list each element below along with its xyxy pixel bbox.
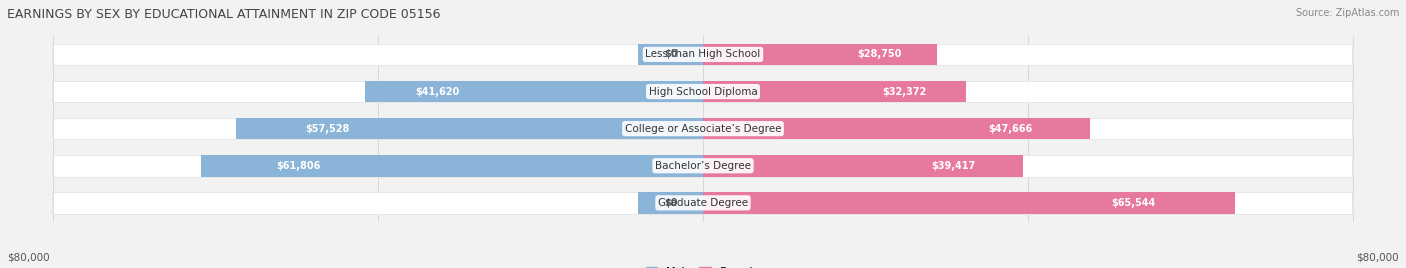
Text: $80,000: $80,000 bbox=[7, 253, 49, 263]
Text: $0: $0 bbox=[664, 49, 678, 59]
Text: $65,544: $65,544 bbox=[1111, 198, 1156, 208]
Text: $32,372: $32,372 bbox=[883, 87, 927, 96]
Bar bbox=[366, 81, 703, 102]
Text: $41,620: $41,620 bbox=[416, 87, 460, 96]
Bar bbox=[53, 44, 1353, 65]
Text: College or Associate’s Degree: College or Associate’s Degree bbox=[624, 124, 782, 134]
Text: $0: $0 bbox=[664, 198, 678, 208]
Bar bbox=[703, 192, 1236, 214]
Bar bbox=[703, 118, 1090, 139]
Text: $28,750: $28,750 bbox=[858, 49, 901, 59]
Text: $39,417: $39,417 bbox=[931, 161, 976, 171]
Text: $57,528: $57,528 bbox=[305, 124, 350, 134]
Bar bbox=[53, 118, 1353, 139]
Bar bbox=[638, 44, 703, 65]
Bar bbox=[703, 44, 936, 65]
Bar bbox=[703, 155, 1024, 177]
Text: $61,806: $61,806 bbox=[276, 161, 321, 171]
Text: Graduate Degree: Graduate Degree bbox=[658, 198, 748, 208]
Text: Source: ZipAtlas.com: Source: ZipAtlas.com bbox=[1295, 8, 1399, 18]
Bar bbox=[703, 81, 966, 102]
Text: High School Diploma: High School Diploma bbox=[648, 87, 758, 96]
Text: EARNINGS BY SEX BY EDUCATIONAL ATTAINMENT IN ZIP CODE 05156: EARNINGS BY SEX BY EDUCATIONAL ATTAINMEN… bbox=[7, 8, 440, 21]
Bar bbox=[201, 155, 703, 177]
Bar bbox=[638, 192, 703, 214]
Text: Less than High School: Less than High School bbox=[645, 49, 761, 59]
Bar bbox=[53, 192, 1353, 214]
Bar bbox=[53, 81, 1353, 102]
Text: $80,000: $80,000 bbox=[1357, 253, 1399, 263]
Bar bbox=[53, 155, 1353, 177]
Bar bbox=[236, 118, 703, 139]
Text: Bachelor’s Degree: Bachelor’s Degree bbox=[655, 161, 751, 171]
Legend: Male, Female: Male, Female bbox=[641, 262, 765, 268]
Text: $47,666: $47,666 bbox=[988, 124, 1032, 134]
